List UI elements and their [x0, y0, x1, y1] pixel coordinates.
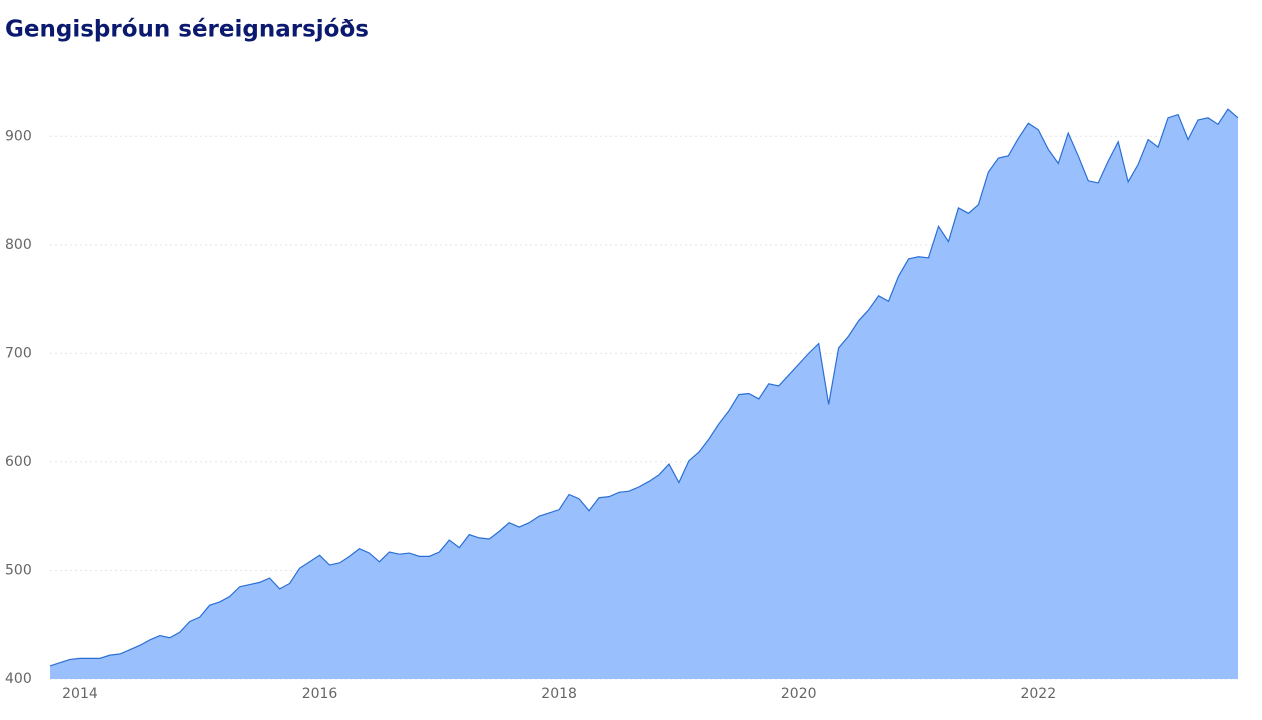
area-line: [49, 108, 1239, 667]
x-tick-label: 2018: [541, 686, 577, 702]
x-tick-label: 2020: [781, 686, 817, 702]
y-tick-label: 800: [5, 237, 32, 253]
y-tick-label: 400: [5, 671, 32, 687]
y-tick-label: 700: [5, 345, 32, 361]
chart-title: Gengisþróun séreignarsjóðs: [5, 17, 369, 43]
area-fill: [50, 109, 1238, 679]
y-tick-label: 900: [5, 128, 32, 144]
x-tick-label: 2014: [62, 686, 98, 702]
y-tick-label: 600: [5, 454, 32, 470]
x-tick-label: 2022: [1020, 686, 1056, 702]
x-tick-label: 2016: [302, 686, 338, 702]
y-tick-label: 500: [5, 562, 32, 578]
